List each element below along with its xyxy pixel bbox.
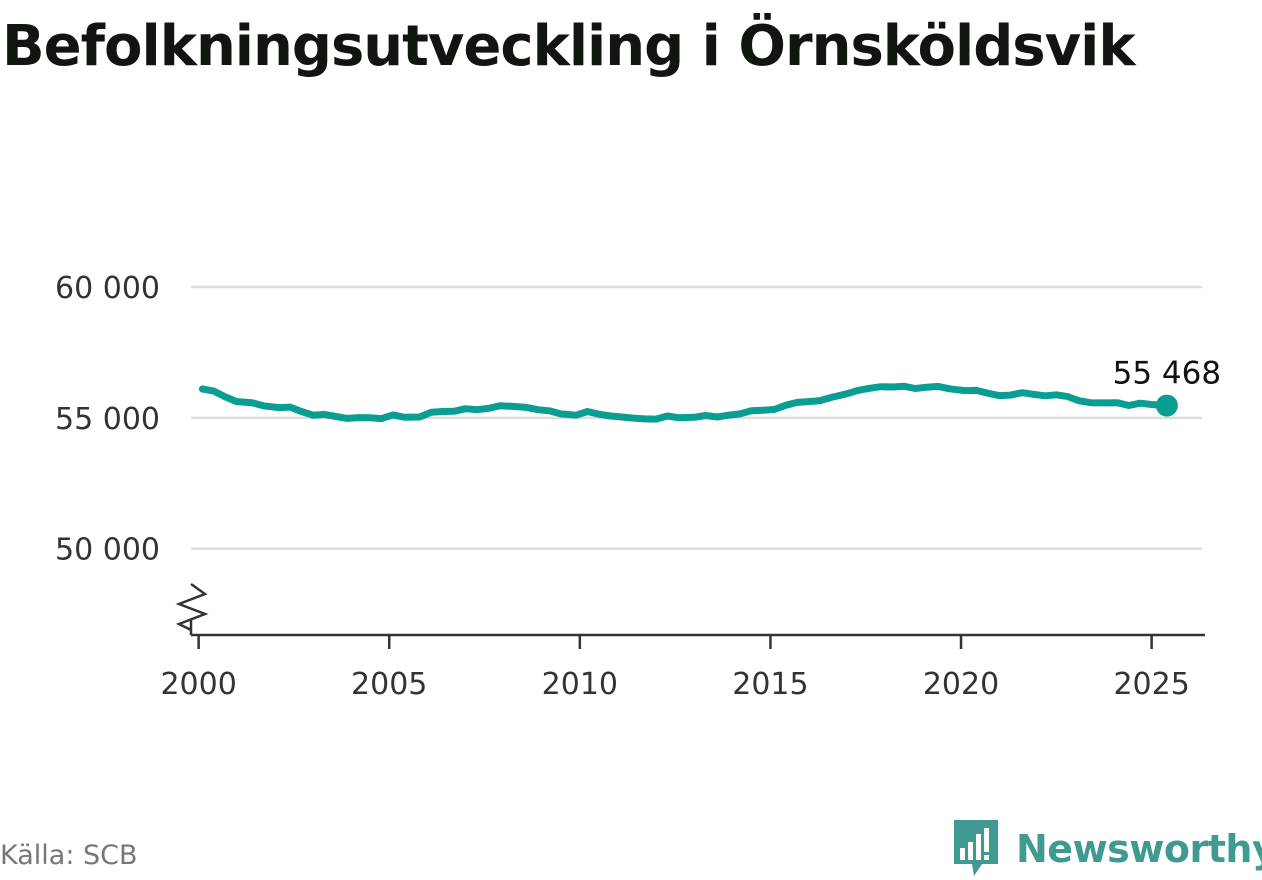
end-point-marker xyxy=(1155,394,1178,417)
series-group: 55 468 xyxy=(198,356,1221,423)
zigzag-break-icon xyxy=(175,582,209,632)
speech-bubble-bar-chart-icon xyxy=(954,820,998,876)
x-tick-label: 2005 xyxy=(351,667,427,702)
x-tick-label: 2010 xyxy=(542,667,618,702)
y-tick-label: 60 000 xyxy=(55,271,160,306)
chart-title: Befolkningsutveckling i Örnsköldsvik xyxy=(2,14,1136,79)
end-value-label: 55 468 xyxy=(1113,356,1221,392)
series-line xyxy=(198,382,1171,423)
x-tick-label: 2025 xyxy=(1113,667,1189,702)
y-tick-label: 55 000 xyxy=(55,402,160,437)
x-ticks: 2000 2005 2010 2015 2020 2025 xyxy=(160,635,1190,702)
brand-logo: Newsworthy xyxy=(950,818,1262,880)
x-tick-label: 2000 xyxy=(160,667,236,702)
y-tick-labels: 50 000 55 000 60 000 xyxy=(55,271,160,568)
x-tick-label: 2020 xyxy=(923,667,999,702)
source-note: Källa: SCB xyxy=(0,840,138,871)
y-tick-label: 50 000 xyxy=(55,533,160,568)
x-tick-label: 2015 xyxy=(732,667,808,702)
x-axis xyxy=(175,582,1205,637)
brand-name: Newsworthy xyxy=(1016,827,1262,871)
